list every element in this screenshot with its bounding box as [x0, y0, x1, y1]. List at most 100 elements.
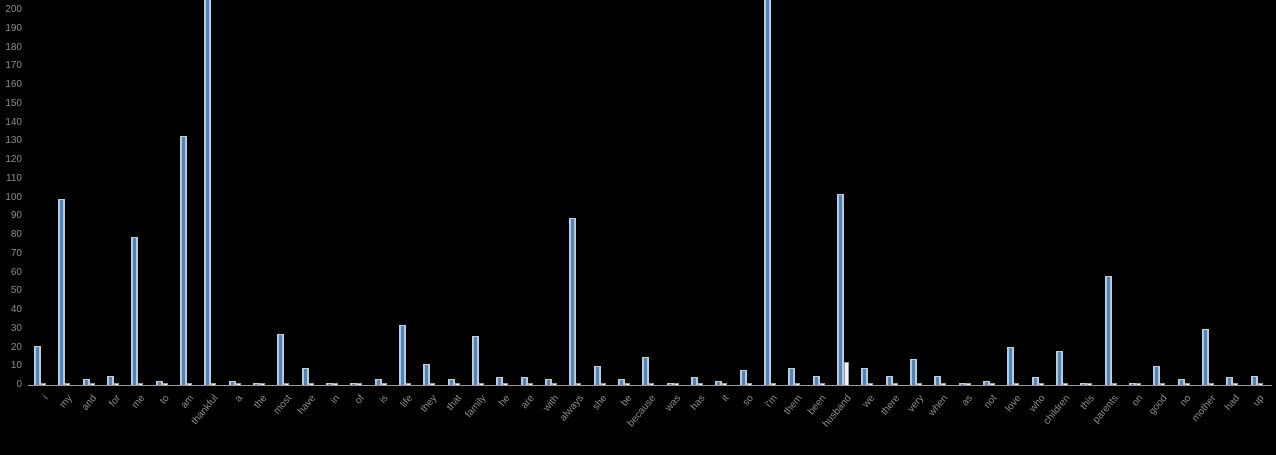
bar-to[interactable] — [156, 381, 163, 385]
bar-secondary-it[interactable] — [722, 383, 727, 385]
bar-in[interactable] — [326, 383, 333, 385]
bar-secondary-as[interactable] — [966, 383, 971, 385]
bar-secondary-to[interactable] — [163, 383, 168, 385]
bar-always[interactable] — [569, 218, 576, 385]
bar-secondary-had[interactable] — [1233, 383, 1238, 385]
bar-secondary-in[interactable] — [333, 383, 338, 385]
bar-secondary-no[interactable] — [1185, 383, 1190, 385]
bar-secondary-for[interactable] — [114, 383, 119, 385]
bar-secondary-on[interactable] — [1136, 383, 1141, 385]
bar-i'm[interactable] — [764, 0, 771, 385]
bar-they[interactable] — [423, 364, 430, 385]
bar-a[interactable] — [229, 381, 236, 385]
bar-most[interactable] — [277, 334, 284, 385]
bar-secondary-up[interactable] — [1258, 383, 1263, 385]
bar-he[interactable] — [496, 377, 503, 385]
bar-secondary-always[interactable] — [576, 383, 581, 385]
bar-secondary-that[interactable] — [455, 383, 460, 385]
bar-secondary-so[interactable] — [747, 383, 752, 385]
bar-has[interactable] — [691, 377, 698, 385]
bar-secondary-was[interactable] — [674, 383, 679, 385]
bar-up[interactable] — [1251, 376, 1258, 385]
bar-we[interactable] — [861, 368, 868, 385]
bar-am[interactable] — [180, 136, 187, 385]
bar-secondary-am[interactable] — [187, 383, 192, 385]
bar-secondary-husband[interactable] — [844, 362, 849, 385]
bar-no[interactable] — [1178, 379, 1185, 385]
bar-secondary-with[interactable] — [552, 383, 557, 385]
bar-secondary-good[interactable] — [1160, 383, 1165, 385]
bar-been[interactable] — [813, 376, 820, 385]
bar-secondary-she[interactable] — [601, 383, 606, 385]
bar-have[interactable] — [302, 368, 309, 385]
bar-me[interactable] — [131, 237, 138, 385]
bar-secondary-a[interactable] — [236, 383, 241, 385]
bar-secondary-i[interactable] — [41, 383, 46, 385]
bar-that[interactable] — [448, 379, 455, 385]
bar-and[interactable] — [83, 379, 90, 385]
bar-are[interactable] — [521, 377, 528, 385]
bar-secondary-when[interactable] — [941, 383, 946, 385]
bar-secondary-been[interactable] — [820, 383, 825, 385]
bar-secondary-parents[interactable] — [1112, 383, 1117, 385]
bar-on[interactable] — [1129, 383, 1136, 385]
bar-not[interactable] — [983, 381, 990, 385]
bar-parents[interactable] — [1105, 276, 1112, 385]
bar-love[interactable] — [1007, 347, 1014, 385]
bar-with[interactable] — [545, 379, 552, 385]
bar-i[interactable] — [34, 346, 41, 385]
bar-secondary-thankful[interactable] — [211, 383, 216, 385]
bar-secondary-is[interactable] — [382, 383, 387, 385]
bar-husband[interactable] — [837, 194, 844, 385]
bar-secondary-are[interactable] — [528, 383, 533, 385]
bar-secondary-there[interactable] — [893, 383, 898, 385]
bar-it[interactable] — [715, 381, 722, 385]
bar-secondary-has[interactable] — [698, 383, 703, 385]
bar-secondary-and[interactable] — [90, 383, 95, 385]
bar-life[interactable] — [399, 325, 406, 385]
bar-when[interactable] — [934, 376, 941, 385]
bar-very[interactable] — [910, 359, 917, 385]
bar-so[interactable] — [740, 370, 747, 385]
bar-secondary-he[interactable] — [503, 383, 508, 385]
bar-for[interactable] — [107, 376, 114, 385]
bar-secondary-them[interactable] — [795, 383, 800, 385]
bar-good[interactable] — [1153, 366, 1160, 385]
bar-them[interactable] — [788, 368, 795, 385]
bar-secondary-mother[interactable] — [1209, 383, 1214, 385]
bar-secondary-me[interactable] — [138, 383, 143, 385]
bar-secondary-life[interactable] — [406, 383, 411, 385]
bar-secondary-family[interactable] — [479, 383, 484, 385]
bar-my[interactable] — [58, 199, 65, 385]
bar-who[interactable] — [1032, 377, 1039, 385]
bar-secondary-i'm[interactable] — [771, 383, 776, 385]
bar-secondary-of[interactable] — [357, 383, 362, 385]
bar-is[interactable] — [375, 379, 382, 385]
bar-was[interactable] — [667, 383, 674, 385]
bar-the[interactable] — [253, 383, 260, 385]
bar-this[interactable] — [1080, 383, 1087, 385]
bar-mother[interactable] — [1202, 329, 1209, 385]
bar-she[interactable] — [594, 366, 601, 385]
bar-secondary-have[interactable] — [309, 383, 314, 385]
bar-there[interactable] — [886, 376, 893, 385]
bar-because[interactable] — [642, 357, 649, 385]
bar-had[interactable] — [1226, 377, 1233, 385]
bar-secondary-not[interactable] — [990, 383, 995, 385]
bar-secondary-my[interactable] — [65, 383, 70, 385]
bar-secondary-they[interactable] — [430, 383, 435, 385]
bar-secondary-very[interactable] — [917, 383, 922, 385]
bar-secondary-who[interactable] — [1039, 383, 1044, 385]
bar-secondary-love[interactable] — [1014, 383, 1019, 385]
bar-as[interactable] — [959, 383, 966, 385]
bar-secondary-be[interactable] — [625, 383, 630, 385]
bar-secondary-children[interactable] — [1063, 383, 1068, 385]
bar-secondary-this[interactable] — [1087, 383, 1092, 385]
bar-children[interactable] — [1056, 351, 1063, 385]
bar-be[interactable] — [618, 379, 625, 385]
bar-family[interactable] — [472, 336, 479, 385]
bar-secondary-most[interactable] — [284, 383, 289, 385]
bar-thankful[interactable] — [204, 0, 211, 385]
bar-of[interactable] — [350, 383, 357, 385]
bar-secondary-the[interactable] — [260, 383, 265, 385]
